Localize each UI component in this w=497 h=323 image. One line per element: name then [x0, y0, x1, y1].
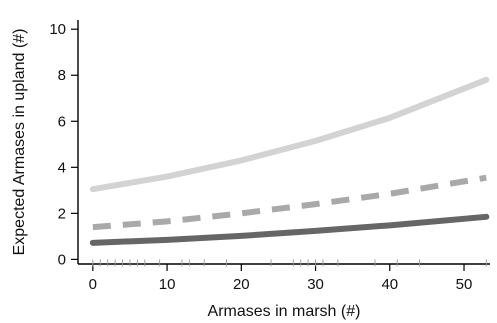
x-tick-label-20: 20	[233, 276, 250, 293]
y-tick-label-4: 4	[58, 159, 66, 176]
y-tick-label-0: 0	[58, 251, 66, 268]
y-tick-label-2: 2	[58, 205, 66, 222]
axis-layer	[77, 20, 490, 265]
x-tick-label-0: 0	[89, 276, 97, 293]
y-tick-label-6: 6	[58, 113, 66, 130]
x-tick-label-40: 40	[381, 276, 398, 293]
plot-layer	[89, 76, 490, 246]
rug-layer	[92, 259, 487, 267]
x-tick-label-50: 50	[456, 276, 473, 293]
series-line-2	[89, 213, 490, 246]
tick-layer: 0 10 20 30 40 50 0 2 4 6 8 10	[49, 21, 472, 293]
label-layer: Armases in marsh (#) Expected Armases in…	[11, 29, 360, 320]
y-tick-label-8: 8	[58, 67, 66, 84]
x-tick-label-30: 30	[307, 276, 324, 293]
series-line-1	[92, 174, 487, 231]
x-axis-label: Armases in marsh (#)	[208, 303, 361, 320]
series-line-0	[89, 76, 490, 193]
x-tick-label-10: 10	[159, 276, 176, 293]
y-axis-label: Expected Armases in upland (#)	[11, 29, 28, 256]
y-tick-label-10: 10	[49, 21, 66, 38]
